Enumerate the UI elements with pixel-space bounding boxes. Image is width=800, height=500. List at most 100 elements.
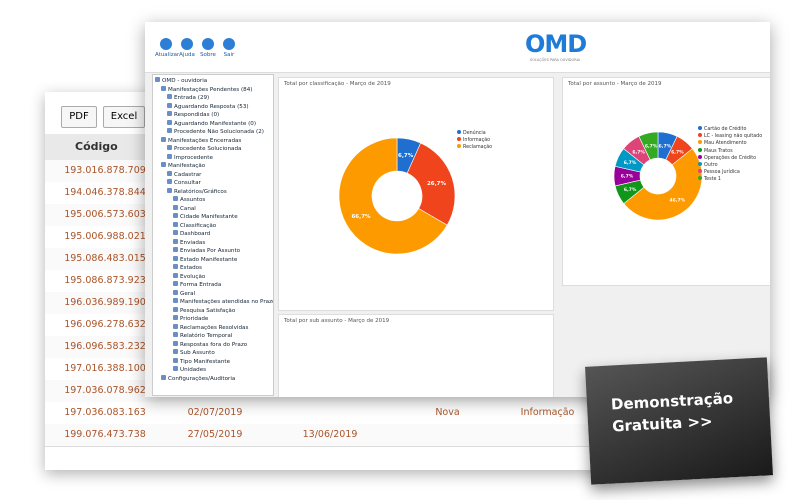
tree-item[interactable]: Dashboard xyxy=(153,230,273,239)
slice-label: 66,7% xyxy=(351,214,371,220)
tree-item[interactable]: Geral xyxy=(153,289,273,299)
tree-item[interactable]: Cidade Manifestante xyxy=(153,213,273,222)
tree-item[interactable]: Tipo Manifestante xyxy=(153,357,273,367)
tree-item[interactable]: Entrada (29) xyxy=(153,94,273,103)
tree-item[interactable]: Evolução xyxy=(153,272,273,282)
slice-label: 6,7% xyxy=(621,174,634,180)
tree-item[interactable]: Aguardando Manifestante (0) xyxy=(153,119,273,129)
legend-swatch xyxy=(698,133,702,138)
tree-item[interactable]: OMD - ouvidoria xyxy=(153,77,273,86)
tree-item[interactable]: Relatórios/Gráficos xyxy=(153,187,273,197)
slice-label: 6,7% xyxy=(671,149,684,155)
tree-label: Enviadas xyxy=(180,239,206,246)
tree-icon xyxy=(167,187,172,193)
tree-icon xyxy=(173,340,178,346)
tree-label: Aguardando Resposta (53) xyxy=(174,103,249,110)
table-cell: 02/07/2019 xyxy=(187,407,243,418)
tree-icon xyxy=(167,179,172,184)
legend-item: Outro xyxy=(698,162,718,169)
tree-label: Cadastrar xyxy=(174,171,202,178)
tree-item[interactable]: Canal xyxy=(153,204,273,214)
tree-item[interactable]: Classificação xyxy=(153,221,273,231)
demo-button[interactable]: Demonstração Gratuita >> xyxy=(585,357,773,485)
tree-label: Estados xyxy=(180,265,202,271)
table-cell: 197.036.083.163 xyxy=(64,407,146,418)
slice-label: 26,7% xyxy=(427,181,447,187)
tree-label: Procedente Não Solucionada (2) xyxy=(174,129,264,135)
tree-item[interactable]: Reclamações Resolvidas xyxy=(153,323,273,333)
tree-label: Aguardando Manifestante (0) xyxy=(174,120,257,127)
table-cell: 196.096.583.232 xyxy=(64,341,146,352)
tree-item[interactable]: Enviadas Por Assunto xyxy=(153,247,273,256)
tree-item[interactable]: Consultar xyxy=(153,179,273,188)
chart-panel: Total por classificação - Março de 2019 6… xyxy=(278,77,554,311)
logo: OMD SOLUÇÕES PARA OUVIDORIA xyxy=(525,30,587,62)
tree-item[interactable]: Estado Manifestante xyxy=(153,255,273,265)
tree-item[interactable]: Aguardando Resposta (53) xyxy=(153,102,273,112)
tree-item[interactable]: Pesquisa Satisfação xyxy=(153,306,273,316)
tree-label: Respostas fora do Prazo xyxy=(180,341,248,348)
tree-item[interactable]: Enviadas xyxy=(153,238,273,248)
toolbar-button[interactable]: Atualizar xyxy=(155,38,180,58)
legend-swatch xyxy=(457,144,461,149)
tree-icon xyxy=(173,272,178,278)
tree-item[interactable]: Sub Assunto xyxy=(153,349,273,358)
table-cell: 27/05/2019 xyxy=(187,429,243,440)
slice-label: 6,7% xyxy=(624,160,637,166)
button-label: Atualizar xyxy=(155,52,180,58)
button-label: Ajuda xyxy=(179,52,195,58)
excel-button[interactable]: Excel xyxy=(103,106,145,128)
tree-label: Pesquisa Satisfação xyxy=(180,307,236,314)
tree-item[interactable]: Estados xyxy=(153,264,273,273)
tree-label: Cidade Manifestante xyxy=(180,214,238,220)
tree-icon xyxy=(173,298,178,303)
toolbar-button[interactable]: Ajuda xyxy=(176,38,198,58)
tree-icon xyxy=(167,153,172,159)
legend-label: Reclamação xyxy=(463,145,493,151)
tree-item[interactable]: Assuntos xyxy=(153,196,273,205)
tree-label: Unidades xyxy=(180,367,207,373)
table-cell: 199.076.473.738 xyxy=(64,429,146,440)
logo-name: OMD xyxy=(525,30,587,58)
tree-icon xyxy=(161,374,166,380)
tree-label: Geral xyxy=(180,290,196,297)
tree-item[interactable]: Manifestações Pendentes (84) xyxy=(153,85,273,95)
table-cell: 196.036.989.190 xyxy=(64,297,146,308)
toolbar-button[interactable]: Sair xyxy=(218,38,240,58)
donut-chart: 6,7%6,7%46,7%6,7%6,7%6,7%6,7%6,7% xyxy=(613,131,703,221)
legend-label: Teste 1 xyxy=(704,177,721,183)
tree-item[interactable]: Prioridade xyxy=(153,315,273,324)
legend-item: Cartão de Crédito xyxy=(698,126,747,133)
tree-item[interactable]: Manifestações atendidas no Prazo xyxy=(153,298,273,307)
tree-item[interactable]: Manifestação xyxy=(153,162,273,171)
app-window: OMD SOLUÇÕES PARA OUVIDORIA Atualizar Aju… xyxy=(145,22,770,397)
tree-icon xyxy=(173,315,178,320)
tree-item[interactable]: Unidades xyxy=(153,366,273,375)
tree-item[interactable]: Relatório Temporal xyxy=(153,332,273,341)
tree-item[interactable]: Improcedente xyxy=(153,153,273,163)
legend-label: Pessoa Jurídica xyxy=(704,170,740,176)
tree-item[interactable]: Respostas fora do Prazo xyxy=(153,340,273,350)
tree-icon xyxy=(173,221,178,227)
legend-label: Cartão de Crédito xyxy=(704,127,747,132)
toolbar-button[interactable]: Sobre xyxy=(197,38,219,58)
tree-label: Assuntos xyxy=(180,197,206,203)
tree-item[interactable]: Procedente Solucionada xyxy=(153,145,273,154)
legend-item: Mau Atendimento xyxy=(698,140,747,147)
icon xyxy=(181,38,193,50)
tree-label: Improcedente xyxy=(174,154,213,161)
table-cell: 197.036.078.962 xyxy=(64,385,146,396)
tree-item[interactable]: Forma Entrada xyxy=(153,281,273,290)
tree-item[interactable]: Respondidas (0) xyxy=(153,111,273,120)
tree-item[interactable]: Configurações/Auditoria xyxy=(153,374,273,384)
tree-icon xyxy=(173,289,178,295)
legend-swatch xyxy=(698,162,702,167)
pdf-button[interactable]: PDF xyxy=(61,106,97,128)
table-cell: 195.086.873.923 xyxy=(64,275,146,286)
tree-item[interactable]: Cadastrar xyxy=(153,170,273,180)
legend-item: Pessoa Jurídica xyxy=(698,169,740,176)
tree-icon xyxy=(173,349,178,354)
tree-item[interactable]: Procedente Não Solucionada (2) xyxy=(153,128,273,137)
tree-item[interactable]: Manifestações Encerradas xyxy=(153,136,273,146)
